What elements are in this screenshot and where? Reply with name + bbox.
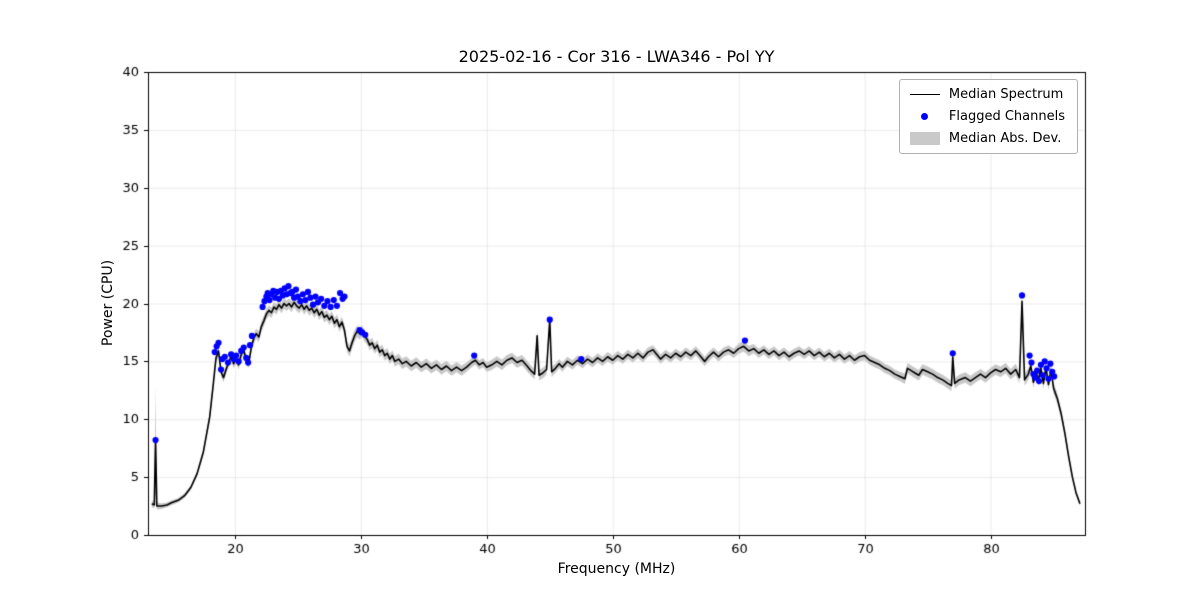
- legend-item-flagged-channels: Flagged Channels: [910, 109, 1065, 124]
- legend-item-median-spectrum: Median Spectrum: [909, 87, 1065, 102]
- plot-title: 2025-02-16 - Cor 316 - LWA346 - Pol YY: [458, 47, 775, 66]
- flagged-channels-dot-icon: [910, 113, 940, 120]
- y-axis-label: Power (CPU): [100, 259, 116, 347]
- x-axis-label: Frequency (MHz): [557, 561, 676, 577]
- legend: Median Spectrum Flagged Channels Median …: [898, 79, 1078, 154]
- median-abs-dev-patch-icon: [909, 132, 940, 145]
- legend-label: Median Spectrum: [948, 87, 1064, 102]
- legend-label: Flagged Channels: [948, 109, 1065, 124]
- median-spectrum-line-icon: [909, 94, 940, 95]
- legend-label: Median Abs. Dev.: [948, 131, 1062, 146]
- legend-item-median-abs-dev: Median Abs. Dev.: [909, 131, 1065, 146]
